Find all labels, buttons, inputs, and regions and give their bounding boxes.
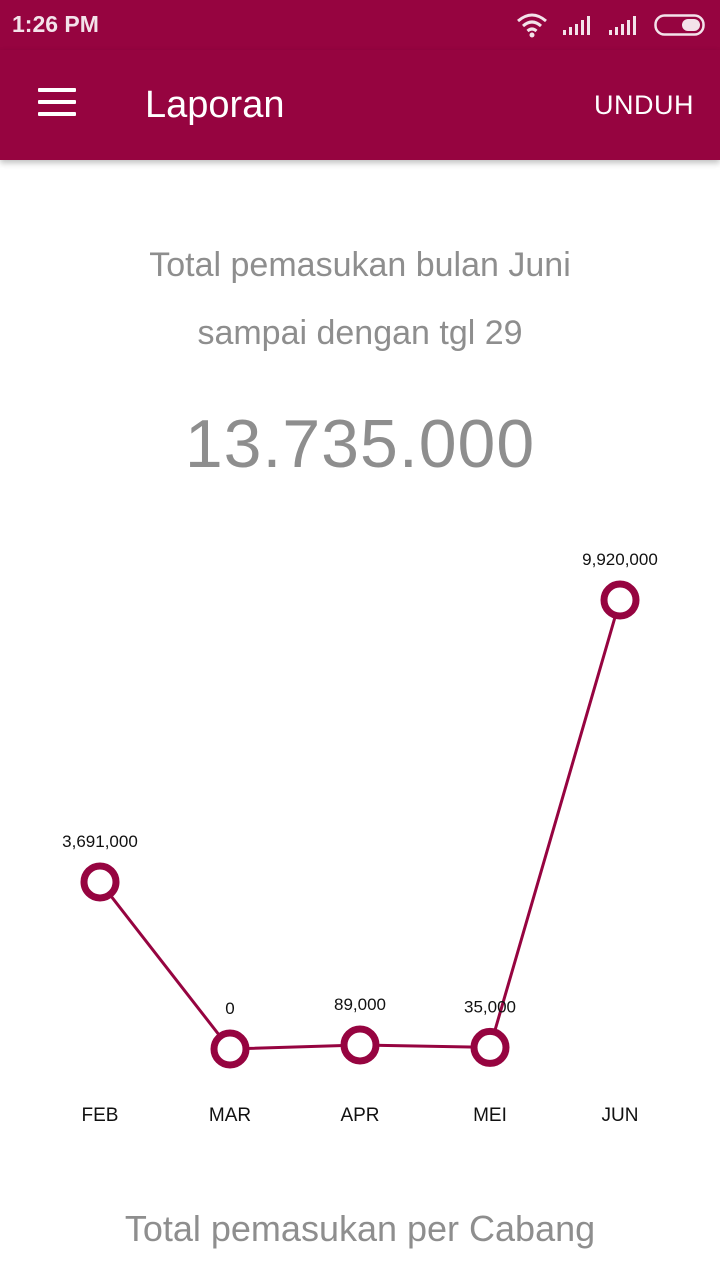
summary-line-2: sampai dengan tgl 29: [197, 314, 523, 352]
menu-icon[interactable]: [38, 88, 76, 118]
status-icons: [516, 10, 708, 40]
data-point-jun[interactable]: [600, 580, 640, 620]
battery-icon: [654, 14, 705, 36]
status-bar: 1:26 PM: [0, 0, 720, 50]
value-label: 89,000: [334, 995, 386, 1014]
summary-line-1: Total pemasukan bulan Juni: [149, 246, 571, 284]
x-tick-label: APR: [340, 1105, 379, 1126]
x-tick-label: JUN: [602, 1105, 639, 1126]
data-point-mar[interactable]: [210, 1029, 250, 1069]
value-label: 0: [225, 999, 234, 1018]
total-amount: 13.735.000: [184, 406, 536, 482]
value-label: 35,000: [464, 997, 516, 1016]
x-tick-label: FEB: [82, 1105, 119, 1126]
series-line: [98, 599, 622, 1051]
value-label: 3,691,000: [62, 832, 138, 851]
x-tick-label: MEI: [473, 1105, 507, 1126]
income-line-chart: 3,691,000 FEB 0 MAR 89,000 APR 35,000 MEI 9,920,…: [62, 550, 658, 1126]
page-title: Laporan: [145, 84, 285, 126]
download-button[interactable]: UNDUH: [594, 90, 694, 120]
signal-icon: [609, 16, 636, 35]
data-point-mei[interactable]: [470, 1027, 510, 1067]
x-tick-label: MAR: [209, 1105, 251, 1126]
section-title: Total pemasukan per Cabang: [124, 1208, 596, 1249]
data-point-apr[interactable]: [340, 1025, 380, 1065]
status-time: 1:26 PM: [12, 11, 99, 37]
signal-icon: [563, 16, 590, 35]
wifi-icon: [517, 13, 547, 38]
value-label: 9,920,000: [582, 550, 658, 569]
data-point-feb[interactable]: [80, 862, 120, 902]
app-bar: Laporan UNDUH: [0, 50, 720, 160]
